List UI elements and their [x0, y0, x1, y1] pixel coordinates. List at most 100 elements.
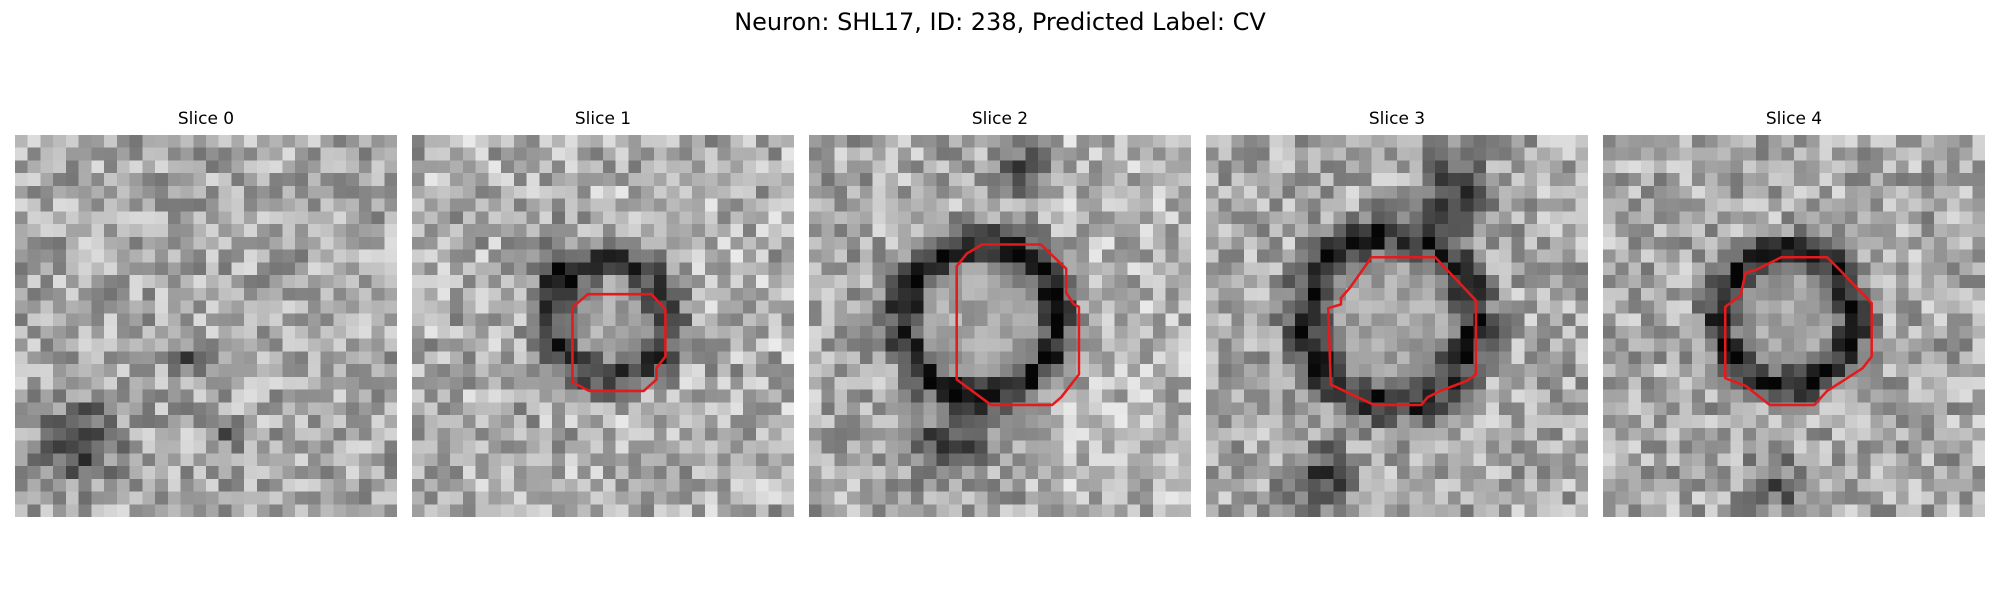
image-pixel: [1628, 211, 1642, 225]
image-pixel: [1486, 415, 1500, 429]
image-pixel: [1447, 453, 1461, 467]
image-pixel: [859, 275, 873, 289]
image-pixel: [755, 198, 769, 212]
image-pixel: [307, 211, 321, 225]
image-pixel: [1908, 249, 1922, 263]
image-pixel: [475, 504, 489, 517]
image-pixel: [974, 466, 988, 480]
image-pixel: [1295, 466, 1309, 480]
image-pixel: [1114, 249, 1128, 263]
image-pixel: [65, 236, 79, 250]
image-pixel: [1794, 185, 1807, 199]
image-pixel: [1231, 198, 1245, 212]
image-pixel: [1140, 211, 1154, 225]
image-pixel: [1063, 389, 1077, 403]
image-pixel: [1946, 415, 1960, 429]
image-pixel: [628, 185, 642, 199]
image-pixel: [346, 364, 360, 378]
image-pixel: [1946, 376, 1960, 390]
image-pixel: [15, 440, 28, 454]
image-pixel: [1794, 415, 1807, 429]
image-pixel: [898, 440, 912, 454]
image-pixel: [424, 504, 438, 517]
image-pixel: [27, 249, 41, 263]
image-pixel: [269, 427, 283, 441]
image-pixel: [1012, 313, 1026, 327]
image-pixel: [1114, 147, 1128, 161]
image-pixel: [15, 135, 28, 148]
image-pixel: [1768, 415, 1782, 429]
image-pixel: [872, 440, 886, 454]
image-pixel: [1934, 478, 1948, 492]
image-pixel: [65, 491, 79, 505]
image-pixel: [1460, 376, 1474, 390]
image-pixel: [104, 504, 118, 517]
image-pixel: [526, 504, 540, 517]
image-pixel: [1397, 338, 1410, 352]
image-pixel: [704, 440, 718, 454]
image-pixel: [320, 364, 334, 378]
image-pixel: [371, 249, 385, 263]
image-pixel: [1140, 236, 1154, 250]
image-pixel: [1603, 376, 1616, 390]
image-pixel: [129, 440, 143, 454]
image-pixel: [91, 287, 105, 301]
image-pixel: [1447, 211, 1461, 225]
image-pixel: [437, 287, 451, 301]
image-pixel: [346, 453, 360, 467]
image-pixel: [295, 224, 309, 238]
image-pixel: [552, 351, 566, 365]
image-pixel: [1883, 211, 1897, 225]
image-pixel: [781, 491, 794, 505]
image-pixel: [1768, 351, 1782, 365]
image-pixel: [1050, 364, 1064, 378]
image-pixel: [1076, 185, 1090, 199]
image-pixel: [1921, 236, 1935, 250]
image-pixel: [768, 135, 782, 148]
image-pixel: [1615, 427, 1629, 441]
image-pixel: [167, 478, 181, 492]
image-pixel: [1524, 287, 1538, 301]
image-pixel: [1371, 478, 1385, 492]
image-pixel: [462, 338, 476, 352]
image-pixel: [859, 338, 873, 352]
image-pixel: [450, 211, 464, 225]
image-pixel: [1562, 338, 1576, 352]
image-pixel: [1524, 313, 1538, 327]
image-pixel: [590, 415, 604, 429]
image-pixel: [1895, 313, 1909, 327]
image-pixel: [27, 173, 41, 187]
image-pixel: [1269, 262, 1283, 276]
image-pixel: [936, 427, 950, 441]
image-pixel: [1794, 236, 1807, 250]
image-pixel: [974, 504, 988, 517]
image-pixel: [1012, 198, 1026, 212]
image-pixel: [1743, 173, 1757, 187]
image-pixel: [1641, 300, 1655, 314]
image-pixel: [730, 249, 744, 263]
image-pixel: [1282, 478, 1296, 492]
image-pixel: [167, 135, 181, 148]
image-pixel: [577, 364, 591, 378]
image-pixel: [333, 211, 347, 225]
image-pixel: [513, 440, 527, 454]
image-pixel: [1114, 504, 1128, 517]
image-pixel: [231, 389, 245, 403]
image-pixel: [475, 160, 489, 174]
image-pixel: [231, 326, 245, 339]
image-pixel: [1781, 287, 1795, 301]
image-pixel: [577, 185, 591, 199]
image-pixel: [1921, 173, 1935, 187]
image-pixel: [346, 300, 360, 314]
image-pixel: [424, 376, 438, 390]
image-pixel: [78, 236, 92, 250]
image-pixel: [1653, 491, 1667, 505]
image-pixel: [1934, 364, 1948, 378]
image-pixel: [1819, 198, 1833, 212]
image-pixel: [295, 135, 309, 148]
image-pixel: [910, 389, 924, 403]
image-pixel: [1511, 389, 1525, 403]
image-pixel: [1603, 453, 1616, 467]
image-pixel: [1524, 262, 1538, 276]
image-pixel: [1575, 160, 1588, 174]
